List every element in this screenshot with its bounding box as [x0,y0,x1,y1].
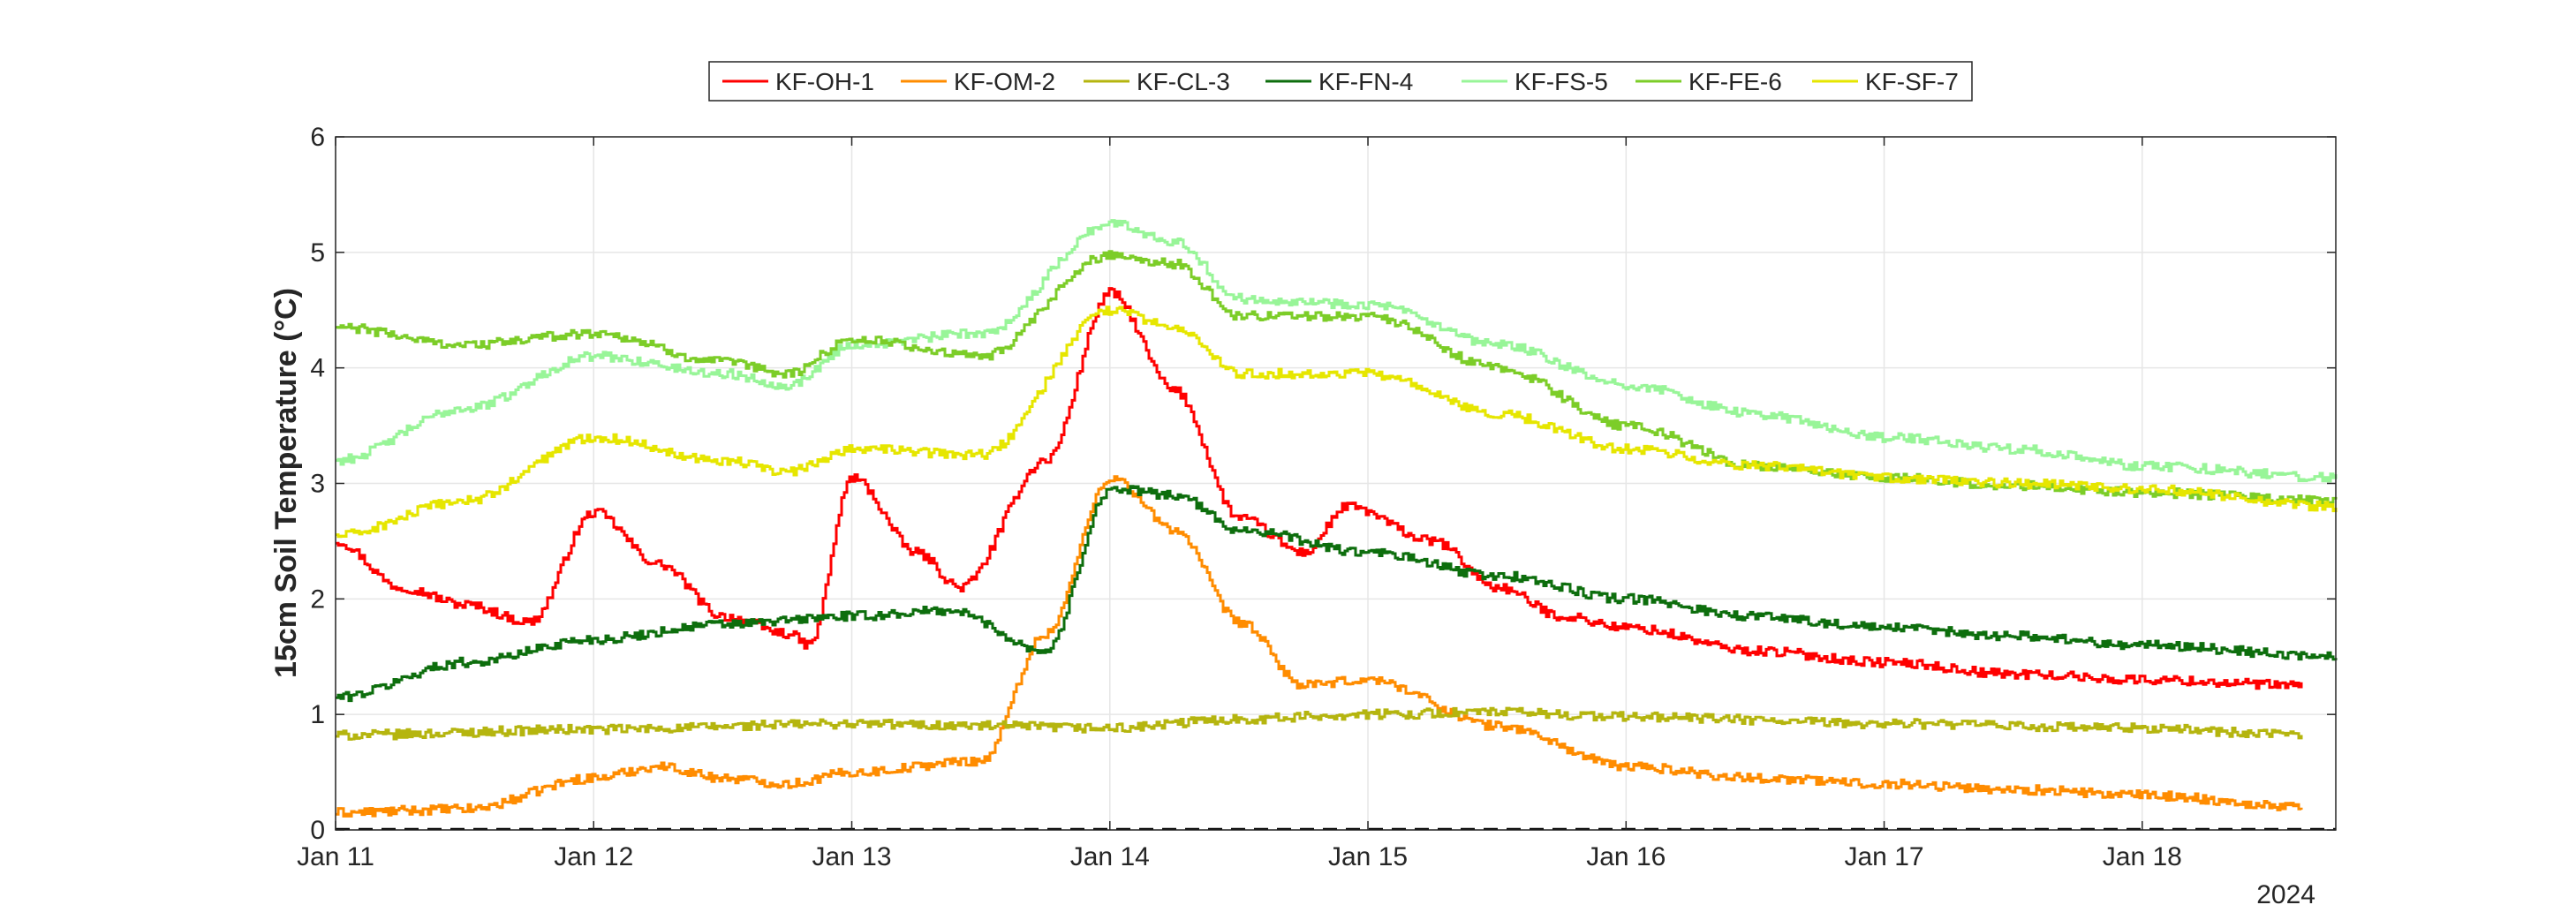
x-tick-label: Jan 11 [297,842,374,871]
y-tick-label: 4 [310,354,325,383]
legend-label: KF-OH-1 [775,68,874,95]
y-tick-label: 2 [310,584,325,614]
x-axis: Jan 11 Jan 12 Jan 13 Jan 14 Jan 15 Jan 16 Jan … [297,137,2182,871]
legend-label: KF-FE-6 [1688,68,1782,95]
legend-label: KF-CL-3 [1137,68,1230,95]
y-tick-label: 5 [310,238,325,268]
series-line-kf-om-2 [336,475,2303,818]
y-tick-label: 6 [310,123,325,152]
x-tick-label: Jan 13 [812,842,891,871]
x-tick-label: Jan 15 [1328,842,1408,871]
y-tick-label: 3 [310,470,325,499]
legend-label: KF-OM-2 [954,68,1055,95]
x-tick-label: Jan 16 [1586,842,1666,871]
x-tick-label: Jan 17 [1845,842,1924,871]
year-label: 2024 [2256,880,2315,909]
y-axis: 0 1 2 3 4 5 6 [310,123,2336,845]
x-tick-label: Jan 18 [2103,842,2182,871]
y-axis-title: 15cm Soil Temperature (°C) [269,288,303,678]
x-tick-label: Jan 12 [554,842,633,871]
y-tick-label: 0 [310,816,325,845]
series-line-kf-sf-7 [336,305,2338,539]
legend-label: KF-FS-5 [1515,68,1608,95]
x-tick-label: Jan 14 [1070,842,1150,871]
series-line-kf-fs-5 [336,219,2338,483]
y-tick-label: 1 [310,700,325,729]
series-line-kf-cl-3 [336,706,2303,741]
legend-label: KF-SF-7 [1865,68,1959,95]
series-layer [336,219,2338,818]
series-line-kf-fn-4 [336,485,2338,703]
legend: KF-OH-1 KF-OM-2 KF-CL-3 KF-FN-4 KF-FS-5 KF-FE… [708,61,1973,102]
series-line-kf-oh-1 [336,287,2303,690]
legend-label: KF-FN-4 [1318,68,1413,95]
